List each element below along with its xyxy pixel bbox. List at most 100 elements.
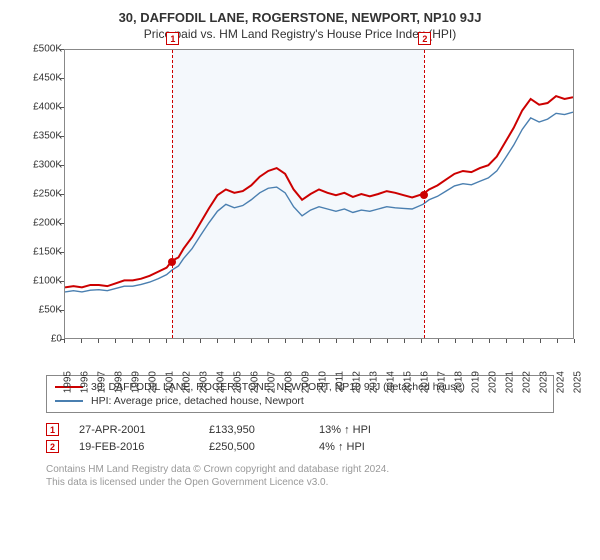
y-tick <box>60 49 64 50</box>
y-axis-label: £0 <box>20 334 62 345</box>
x-tick <box>183 339 184 343</box>
x-axis-label: 2015 <box>403 371 414 393</box>
x-tick <box>523 339 524 343</box>
x-tick <box>472 339 473 343</box>
marker-dot-2 <box>420 191 428 199</box>
plot-region: 12 <box>64 49 574 339</box>
x-axis-label: 2013 <box>369 371 380 393</box>
y-tick <box>60 281 64 282</box>
x-tick <box>302 339 303 343</box>
y-tick <box>60 165 64 166</box>
x-tick <box>404 339 405 343</box>
x-axis-label: 2000 <box>148 371 159 393</box>
transaction-delta: 13% ↑ HPI <box>319 424 409 436</box>
x-tick <box>149 339 150 343</box>
y-tick <box>60 107 64 108</box>
x-tick <box>115 339 116 343</box>
x-axis-label: 1996 <box>80 371 91 393</box>
x-axis-label: 2016 <box>420 371 431 393</box>
footer-line-1: Contains HM Land Registry data © Crown c… <box>46 463 554 476</box>
transaction-row: 127-APR-2001£133,95013% ↑ HPI <box>46 421 554 438</box>
footer-attribution: Contains HM Land Registry data © Crown c… <box>46 463 554 489</box>
x-axis-label: 2023 <box>539 371 550 393</box>
x-tick <box>540 339 541 343</box>
y-tick <box>60 223 64 224</box>
x-tick <box>336 339 337 343</box>
x-tick <box>319 339 320 343</box>
x-axis-label: 2005 <box>233 371 244 393</box>
y-axis-label: £400K <box>20 102 62 113</box>
x-axis-label: 2018 <box>454 371 465 393</box>
x-axis-label: 2017 <box>437 371 448 393</box>
chart-area: 12 £0 £50K £100K £150K £200K £250K £300K £350K £… <box>20 49 580 369</box>
x-axis-label: 2019 <box>471 371 482 393</box>
marker-box-2: 2 <box>418 32 431 45</box>
transaction-delta: 4% ↑ HPI <box>319 441 409 453</box>
transaction-date: 19-FEB-2016 <box>79 441 189 453</box>
y-axis-label: £500K <box>20 44 62 55</box>
x-axis-label: 2007 <box>267 371 278 393</box>
x-axis-label: 2004 <box>216 371 227 393</box>
marker-dot-1 <box>168 258 176 266</box>
x-tick <box>387 339 388 343</box>
x-tick <box>421 339 422 343</box>
transactions-table: 127-APR-2001£133,95013% ↑ HPI219-FEB-201… <box>46 421 554 455</box>
x-tick <box>132 339 133 343</box>
x-tick <box>489 339 490 343</box>
x-tick <box>370 339 371 343</box>
x-tick <box>166 339 167 343</box>
x-axis-label: 2001 <box>165 371 176 393</box>
x-axis-label: 1998 <box>114 371 125 393</box>
y-axis-label: £100K <box>20 276 62 287</box>
x-tick <box>557 339 558 343</box>
x-axis-label: 2008 <box>284 371 295 393</box>
chart-container: 30, DAFFODIL LANE, ROGERSTONE, NEWPORT, … <box>0 0 600 497</box>
x-tick <box>506 339 507 343</box>
shaded-band <box>172 50 424 338</box>
x-axis-label: 2025 <box>573 371 584 393</box>
y-axis-label: £300K <box>20 160 62 171</box>
x-axis-label: 2022 <box>522 371 533 393</box>
transaction-price: £250,500 <box>209 441 299 453</box>
x-axis-label: 1999 <box>131 371 142 393</box>
x-axis-label: 2011 <box>335 371 346 393</box>
x-tick <box>285 339 286 343</box>
x-axis-label: 2024 <box>556 371 567 393</box>
footer-line-2: This data is licensed under the Open Gov… <box>46 476 554 489</box>
x-axis-label: 2003 <box>199 371 210 393</box>
x-tick <box>200 339 201 343</box>
x-axis-label: 2012 <box>352 371 363 393</box>
y-axis-label: £200K <box>20 218 62 229</box>
x-tick <box>268 339 269 343</box>
y-axis-label: £50K <box>20 305 62 316</box>
y-tick <box>60 136 64 137</box>
legend-label: HPI: Average price, detached house, Newp… <box>91 395 304 407</box>
x-axis-label: 2020 <box>488 371 499 393</box>
y-tick <box>60 194 64 195</box>
y-axis-label: £350K <box>20 131 62 142</box>
x-tick <box>251 339 252 343</box>
chart-title: 30, DAFFODIL LANE, ROGERSTONE, NEWPORT, … <box>10 10 590 25</box>
x-axis-label: 2014 <box>386 371 397 393</box>
legend-swatch <box>55 400 83 401</box>
marker-vline-1 <box>172 50 173 338</box>
x-tick <box>438 339 439 343</box>
x-tick <box>217 339 218 343</box>
x-tick <box>455 339 456 343</box>
x-tick <box>234 339 235 343</box>
transaction-marker: 1 <box>46 423 59 436</box>
x-axis-label: 2021 <box>505 371 516 393</box>
y-tick <box>60 252 64 253</box>
x-tick <box>574 339 575 343</box>
transaction-row: 219-FEB-2016£250,5004% ↑ HPI <box>46 438 554 455</box>
x-tick <box>98 339 99 343</box>
y-axis-label: £250K <box>20 189 62 200</box>
x-tick <box>353 339 354 343</box>
y-axis-label: £150K <box>20 247 62 258</box>
legend-row: HPI: Average price, detached house, Newp… <box>55 394 545 408</box>
y-axis-label: £450K <box>20 73 62 84</box>
transaction-price: £133,950 <box>209 424 299 436</box>
marker-box-1: 1 <box>166 32 179 45</box>
y-tick <box>60 310 64 311</box>
x-tick <box>64 339 65 343</box>
